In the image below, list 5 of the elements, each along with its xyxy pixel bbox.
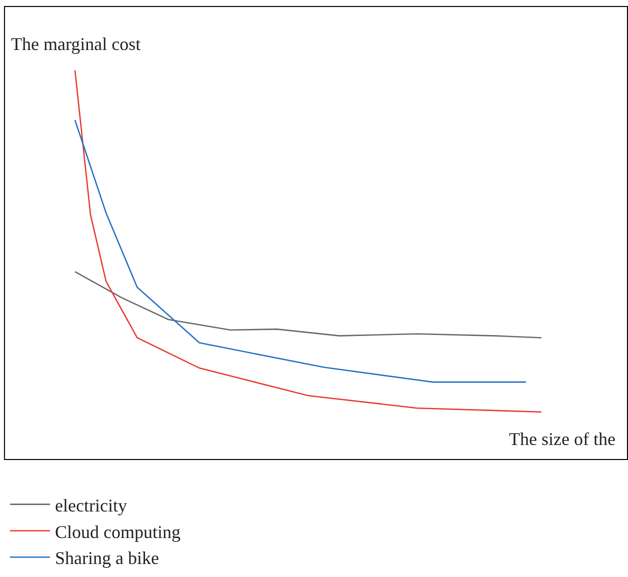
x-axis-title: The size of the bbox=[509, 429, 616, 449]
y-axis-title: The marginal cost bbox=[11, 34, 141, 54]
legend-label: Sharing a bike bbox=[55, 548, 159, 568]
legend-label: Cloud computing bbox=[55, 522, 180, 542]
legend-label: electricity bbox=[55, 495, 127, 516]
